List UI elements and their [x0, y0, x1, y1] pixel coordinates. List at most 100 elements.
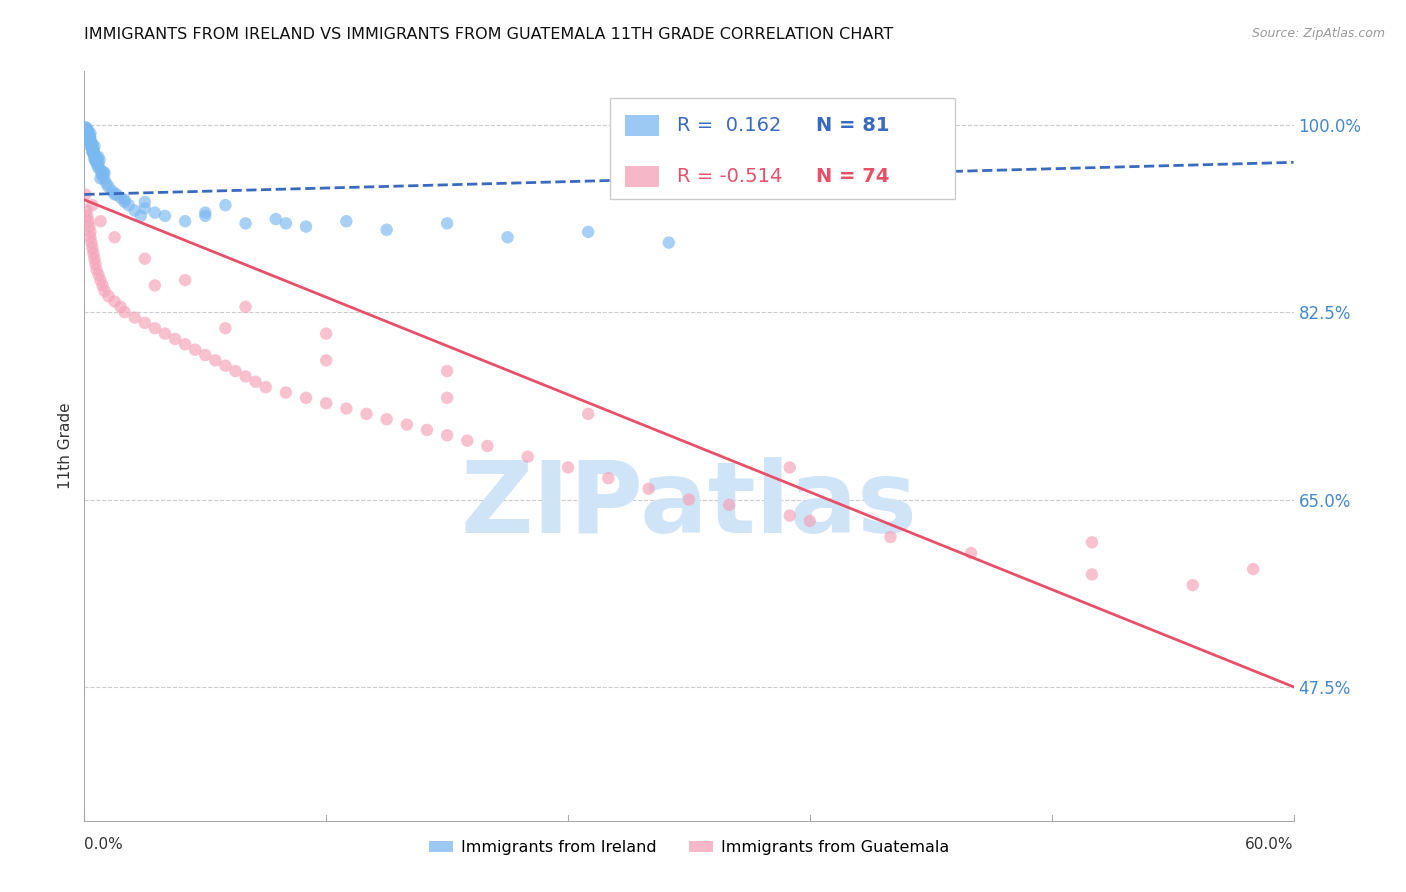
Point	[576, 225, 599, 239]
Point	[104, 187, 127, 202]
Point	[110, 300, 132, 314]
Point	[174, 214, 197, 228]
Point	[315, 353, 337, 368]
Point	[194, 348, 217, 362]
Point	[79, 230, 101, 244]
Point	[174, 273, 197, 287]
FancyBboxPatch shape	[624, 166, 659, 187]
Text: Source: ZipAtlas.com: Source: ZipAtlas.com	[1251, 27, 1385, 40]
Point	[110, 191, 132, 205]
Point	[245, 375, 267, 389]
Point	[143, 205, 166, 219]
Point	[375, 223, 398, 237]
Point	[516, 450, 538, 464]
Point	[1081, 535, 1104, 549]
Point	[295, 391, 318, 405]
Point	[315, 396, 337, 410]
Point	[274, 385, 297, 400]
Point	[79, 225, 101, 239]
Point	[86, 151, 108, 165]
Text: ZIPatlas: ZIPatlas	[461, 458, 917, 555]
Point	[477, 439, 499, 453]
Point	[79, 133, 101, 147]
Point	[83, 150, 105, 164]
Point	[104, 230, 127, 244]
Point	[134, 202, 156, 216]
Point	[97, 180, 120, 194]
Point	[436, 391, 458, 405]
Point	[83, 148, 105, 162]
Point	[165, 332, 187, 346]
Point	[799, 514, 821, 528]
Text: N = 81: N = 81	[815, 117, 890, 136]
Point	[436, 216, 458, 230]
Point	[77, 128, 100, 142]
Point	[83, 152, 105, 166]
Point	[264, 212, 287, 227]
Point	[80, 138, 103, 153]
Point	[89, 171, 111, 186]
Point	[76, 122, 98, 136]
Point	[83, 139, 105, 153]
FancyBboxPatch shape	[610, 97, 955, 199]
Point	[335, 214, 357, 228]
Point	[315, 326, 337, 341]
Point	[254, 380, 277, 394]
Point	[82, 246, 104, 260]
Point	[80, 140, 103, 154]
Point	[134, 316, 156, 330]
Point	[87, 156, 110, 170]
Point	[204, 353, 226, 368]
Point	[101, 184, 124, 198]
Point	[124, 203, 146, 218]
Point	[82, 137, 104, 152]
Point	[174, 337, 197, 351]
Point	[75, 121, 97, 136]
Point	[96, 177, 118, 191]
Text: R = -0.514: R = -0.514	[676, 167, 782, 186]
Point	[105, 187, 128, 202]
Point	[77, 123, 100, 137]
Point	[356, 407, 378, 421]
Point	[86, 262, 108, 277]
Point	[114, 305, 136, 319]
Point	[118, 198, 141, 212]
Point	[90, 166, 112, 180]
Point	[1181, 578, 1204, 592]
Point	[84, 154, 107, 169]
Point	[274, 216, 297, 230]
Text: IMMIGRANTS FROM IRELAND VS IMMIGRANTS FROM GUATEMALA 11TH GRADE CORRELATION CHAR: IMMIGRANTS FROM IRELAND VS IMMIGRANTS FR…	[84, 27, 894, 42]
Point	[91, 278, 114, 293]
Point	[598, 471, 620, 485]
Point	[75, 187, 97, 202]
Point	[89, 214, 111, 228]
Point	[129, 209, 152, 223]
Point	[93, 166, 115, 180]
Point	[80, 235, 103, 250]
Point	[184, 343, 207, 357]
Point	[576, 407, 599, 421]
Point	[82, 143, 104, 157]
Point	[87, 150, 110, 164]
Point	[77, 214, 100, 228]
Point	[75, 123, 97, 137]
Point	[89, 153, 111, 168]
Point	[214, 321, 236, 335]
Point	[114, 193, 136, 207]
Point	[76, 124, 98, 138]
Point	[86, 155, 108, 169]
Point	[879, 530, 901, 544]
Point	[79, 219, 101, 234]
Point	[79, 128, 101, 143]
Point	[82, 144, 104, 158]
Point	[194, 209, 217, 223]
Point	[93, 172, 115, 186]
Point	[134, 194, 156, 209]
Text: R =  0.162: R = 0.162	[676, 117, 782, 136]
Point	[79, 135, 101, 149]
Point	[84, 149, 107, 163]
Legend: Immigrants from Ireland, Immigrants from Guatemala: Immigrants from Ireland, Immigrants from…	[423, 834, 955, 862]
Point	[214, 198, 236, 212]
Point	[436, 428, 458, 442]
Point	[87, 161, 110, 175]
